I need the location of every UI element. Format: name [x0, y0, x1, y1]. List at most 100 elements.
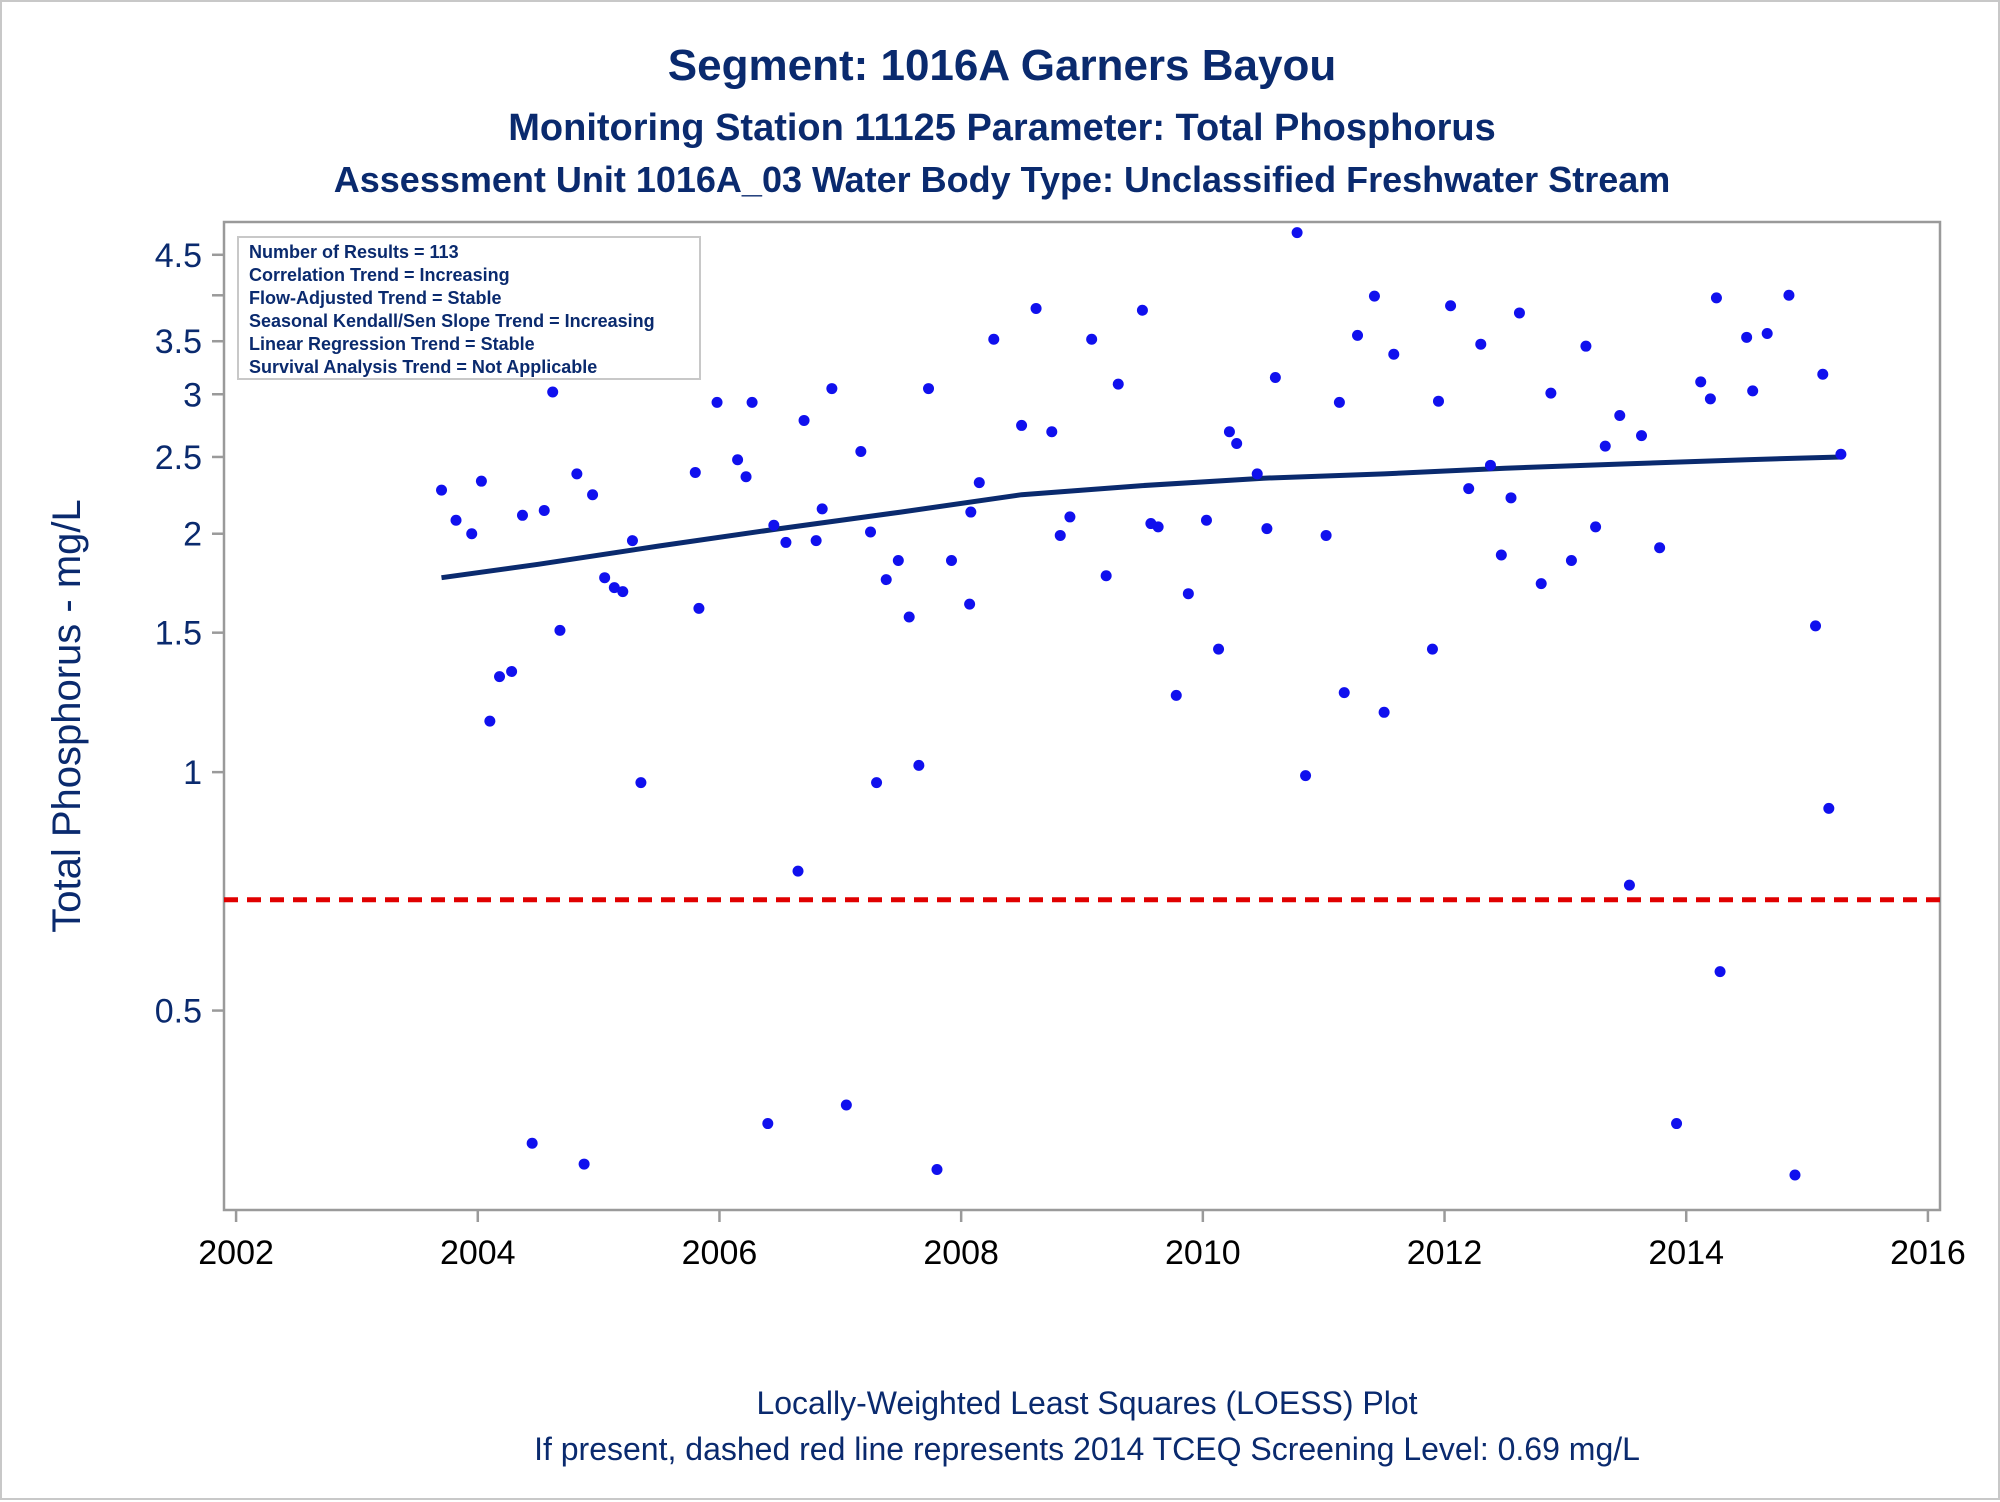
data-point — [1810, 620, 1822, 632]
y-tick-label: 3.5 — [155, 323, 202, 361]
data-point — [1112, 378, 1124, 390]
data-point — [768, 519, 780, 531]
stat-flow-adjusted-trend: Flow-Adjusted Trend = Stable — [249, 288, 502, 308]
data-point — [1064, 511, 1076, 523]
data-point — [538, 504, 550, 516]
data-point — [1817, 368, 1829, 380]
data-point — [1136, 304, 1148, 316]
y-tick-label: 3 — [183, 376, 202, 414]
stat-survival-analysis-trend: Survival Analysis Trend = Not Applicable — [249, 357, 597, 377]
data-point — [840, 1099, 852, 1111]
data-point — [1671, 1118, 1683, 1130]
data-point — [1495, 549, 1507, 561]
x-tick-label: 2016 — [1890, 1234, 1966, 1272]
data-point — [1445, 300, 1457, 312]
data-point — [762, 1118, 774, 1130]
data-point — [732, 454, 744, 466]
data-point — [1654, 542, 1666, 554]
data-point — [740, 471, 752, 483]
x-tick-label: 2002 — [198, 1234, 274, 1272]
data-point — [1300, 770, 1312, 782]
data-point — [1046, 426, 1058, 438]
data-point — [1710, 292, 1722, 304]
data-point — [1320, 529, 1332, 541]
data-point — [450, 514, 462, 526]
data-point — [1695, 376, 1707, 388]
stat-seasonal-kendall-trend: Seasonal Kendall/Sen Slope Trend = Incre… — [249, 311, 655, 331]
x-tick-label: 2004 — [440, 1234, 516, 1272]
data-point — [1388, 348, 1400, 360]
stat-linear-regression-trend: Linear Regression Trend = Stable — [249, 334, 535, 354]
data-point — [578, 1158, 590, 1170]
data-point — [1100, 570, 1112, 582]
chart-title-assessment-unit: Assessment Unit 1016A_03 Water Body Type… — [334, 159, 1671, 200]
data-point — [780, 536, 792, 548]
data-point — [516, 509, 528, 521]
data-point — [506, 665, 518, 677]
data-point — [1086, 333, 1098, 345]
data-point — [1590, 521, 1602, 533]
data-point — [554, 624, 566, 636]
data-point — [1636, 430, 1648, 442]
x-tick-label: 2010 — [1165, 1234, 1241, 1272]
x-tick-label: 2014 — [1648, 1234, 1724, 1272]
loess-trend-line — [441, 454, 1841, 581]
data-point — [693, 602, 705, 614]
x-tick-label: 2008 — [923, 1234, 999, 1272]
data-point — [626, 535, 638, 547]
data-point — [1463, 483, 1475, 495]
data-point — [865, 526, 877, 538]
data-point — [1333, 396, 1345, 408]
data-point — [547, 386, 559, 398]
data-point — [903, 611, 915, 623]
data-point — [494, 671, 506, 683]
data-point — [1030, 302, 1042, 314]
data-point — [484, 715, 496, 727]
data-point — [571, 468, 583, 480]
data-point — [635, 777, 647, 789]
data-point — [964, 598, 976, 610]
stats-box-border — [237, 236, 701, 380]
x-tick-label: 2006 — [682, 1234, 758, 1272]
data-point — [1513, 307, 1525, 319]
data-point — [1565, 555, 1577, 567]
data-point — [798, 414, 810, 426]
y-tick-label: 4.5 — [155, 237, 202, 275]
data-point — [1251, 468, 1263, 480]
data-point — [1475, 338, 1487, 350]
data-point — [1338, 687, 1350, 699]
y-tick-label: 0.5 — [155, 993, 202, 1031]
y-tick-label: 1 — [183, 754, 202, 792]
data-point — [810, 535, 822, 547]
data-point — [1580, 340, 1592, 352]
data-point — [1789, 1169, 1801, 1181]
y-axis: 0.5 1 1.5 2 2.5 3 3.5 4.5 — [155, 237, 224, 1031]
data-point — [826, 383, 838, 395]
data-point — [1291, 227, 1303, 239]
stat-number-of-results: Number of Results = 113 — [249, 242, 459, 262]
data-point — [1352, 329, 1364, 341]
data-point — [1783, 289, 1795, 301]
data-point — [689, 466, 701, 478]
data-point — [1261, 523, 1273, 535]
data-point — [988, 333, 1000, 345]
y-axis-label: Total Phosphorus - mg/L — [45, 499, 89, 933]
data-point — [973, 477, 985, 489]
data-point — [1747, 385, 1759, 397]
data-point — [475, 475, 487, 487]
data-point — [880, 574, 892, 586]
data-point — [923, 383, 935, 395]
footnote-loess: Locally-Weighted Least Squares (LOESS) P… — [756, 1385, 1417, 1421]
data-point — [965, 506, 977, 518]
data-point — [466, 528, 478, 540]
data-point — [1761, 327, 1773, 339]
data-point — [1223, 426, 1235, 438]
data-point — [1213, 643, 1225, 655]
data-point — [436, 484, 448, 496]
data-point — [1484, 459, 1496, 471]
data-point — [1835, 448, 1847, 460]
data-point — [1054, 529, 1066, 541]
x-tick-label: 2012 — [1407, 1234, 1483, 1272]
